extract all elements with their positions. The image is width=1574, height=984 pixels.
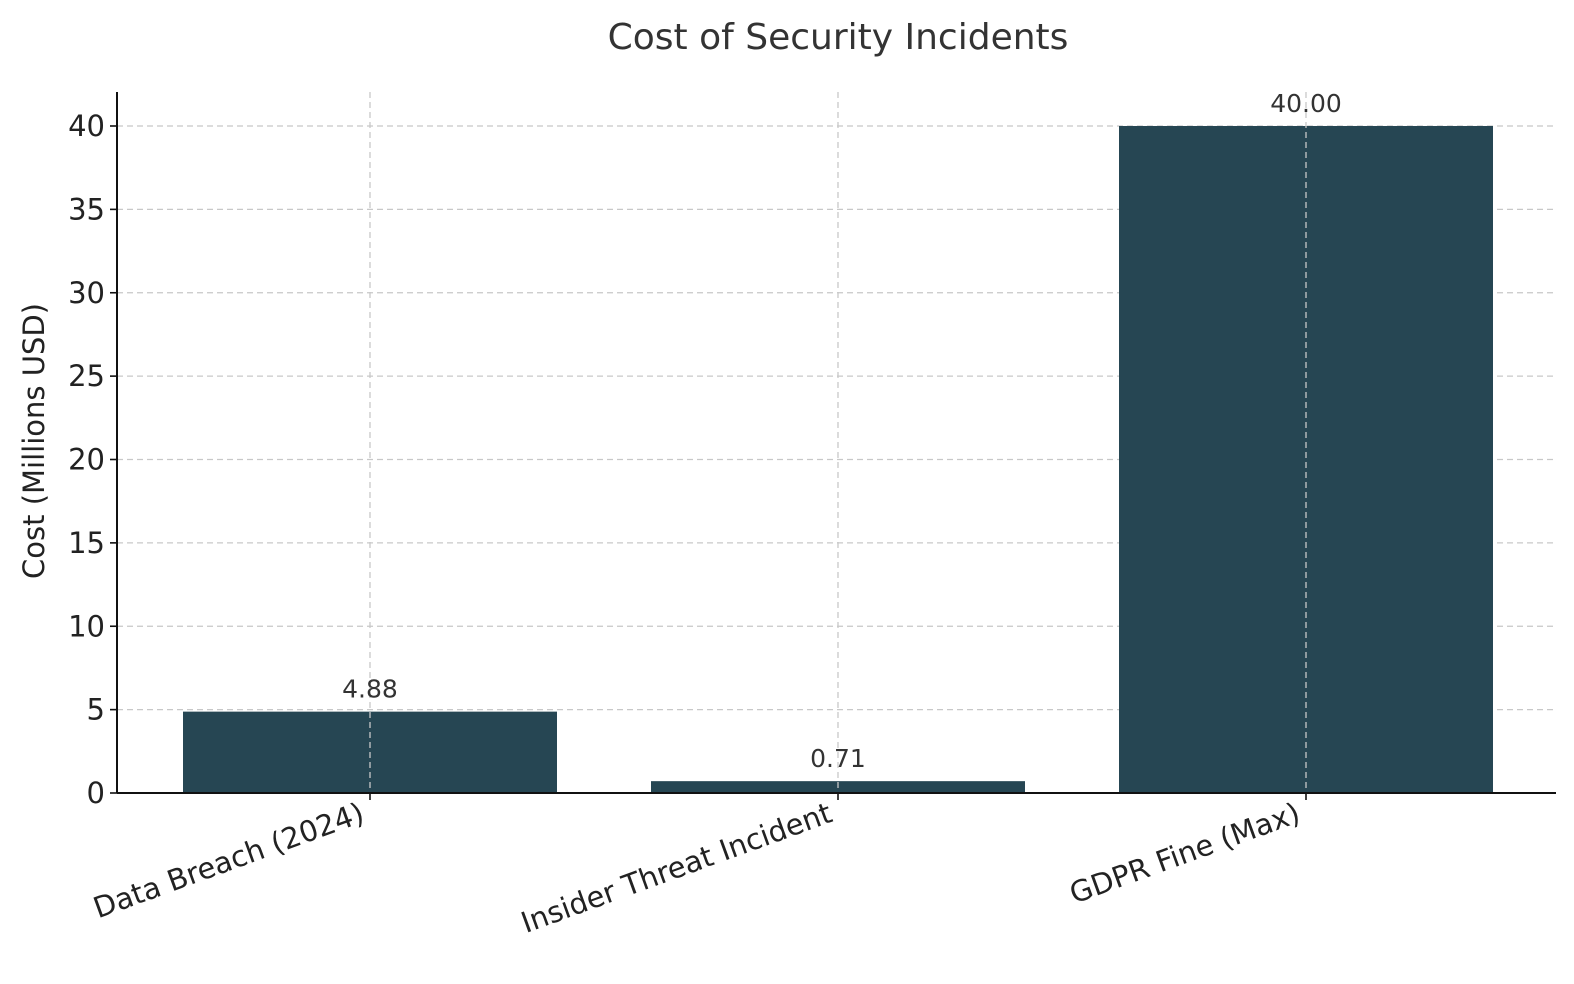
y-tick-label: 0 [87, 776, 105, 810]
y-tick-label: 35 [68, 192, 105, 226]
y-axis-ticks: 0 5 10 15 20 25 30 35 40 [68, 109, 117, 810]
y-tick-label: 15 [68, 526, 105, 560]
y-tick-label: 20 [68, 443, 105, 477]
value-labels: 4.88 0.71 40.00 [342, 89, 1342, 773]
bar-value-label: 40.00 [1270, 89, 1342, 118]
chart-title: Cost of Security Incidents [608, 17, 1069, 58]
x-axis-ticks: Data Breach (2024) Insider Threat Inciden… [89, 793, 1307, 940]
x-tick-label: Insider Threat Incident [517, 796, 837, 940]
y-tick-label: 10 [68, 609, 105, 643]
bar-value-label: 0.71 [810, 744, 866, 773]
y-tick-label: 40 [68, 109, 105, 143]
y-tick-label: 25 [68, 359, 105, 393]
vertical-grid-lines [369, 92, 1307, 793]
y-tick-label: 5 [87, 693, 105, 727]
bar-value-label: 4.88 [342, 675, 398, 704]
x-tick-label: Data Breach (2024) [89, 796, 369, 926]
y-tick-label: 30 [68, 276, 105, 310]
x-tick-label: GDPR Fine (Max) [1065, 796, 1304, 911]
y-axis-label: Cost (Millions USD) [17, 303, 51, 579]
